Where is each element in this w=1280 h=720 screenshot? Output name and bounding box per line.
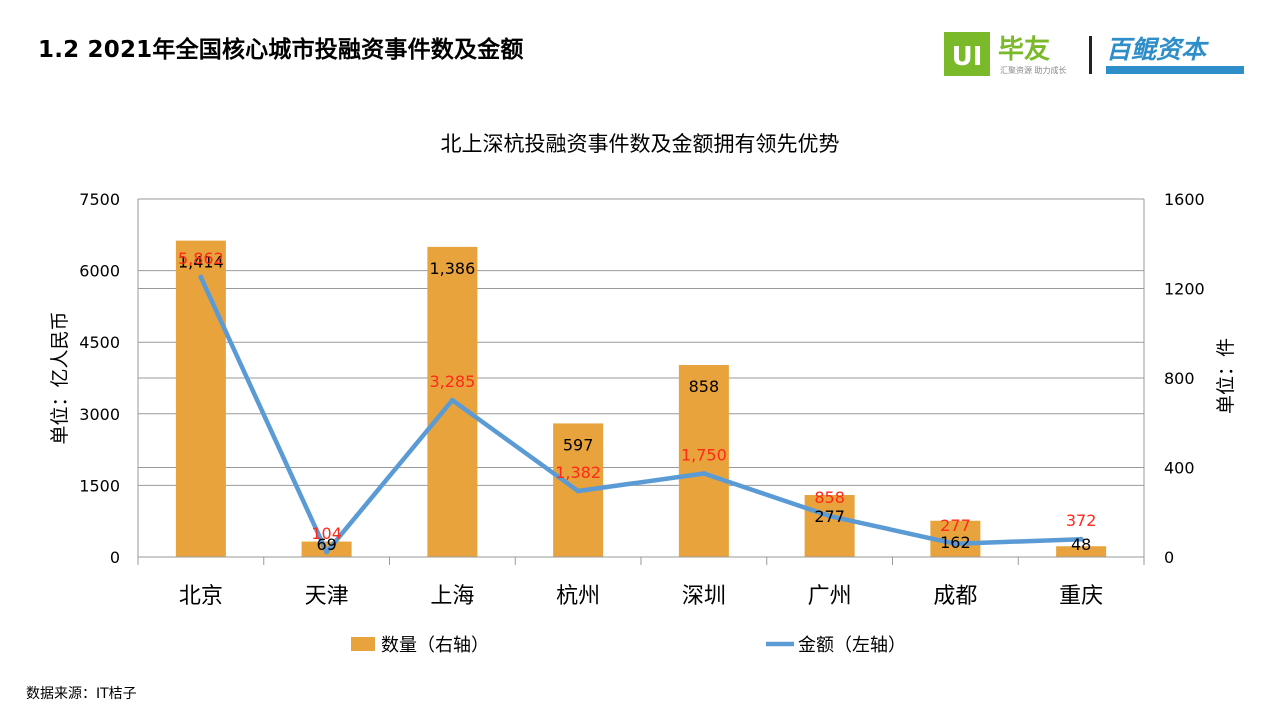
- biyou-logo-mark-text: UI: [952, 42, 983, 72]
- x-category-label: 重庆: [1059, 584, 1103, 609]
- x-category-label: 天津: [305, 584, 349, 609]
- line-data-label: 1,750: [681, 445, 727, 464]
- x-category-label: 广州: [808, 584, 852, 609]
- line-data-label: 277: [940, 516, 971, 535]
- amount-point: [575, 488, 581, 494]
- logo-divider: [1089, 36, 1092, 74]
- bar: [678, 365, 729, 557]
- biyou-logo-tagline: 汇聚资源 助力成长: [1000, 65, 1067, 75]
- biyou-logo-mark-bg: [944, 32, 990, 76]
- line-data-label: 1,382: [555, 463, 601, 482]
- bar: [804, 495, 855, 557]
- amount-point: [952, 541, 958, 547]
- line-data-label: 372: [1066, 511, 1097, 530]
- legend-swatch-bars: [351, 637, 375, 651]
- right-tick-label: 0: [1164, 548, 1174, 567]
- left-tick-label: 3000: [79, 405, 120, 424]
- left-tick-label: 4500: [79, 333, 120, 352]
- line-data-label: 3,285: [429, 372, 475, 391]
- amount-point: [701, 470, 707, 476]
- left-tick-label: 6000: [79, 262, 120, 281]
- x-category-label: 杭州: [556, 584, 600, 609]
- left-tick-label: 7500: [79, 190, 120, 209]
- legend-label-bars: 数量（右轴）: [381, 635, 489, 656]
- bar: [427, 246, 478, 557]
- amount-point: [1078, 536, 1084, 542]
- baikun-logo: 百鲲资本: [1106, 35, 1244, 74]
- left-tick-label: 1500: [79, 476, 120, 495]
- line-data-label: 858: [814, 488, 845, 507]
- logo-group: UI 毕友 汇聚资源 助力成长 百鲲资本: [944, 30, 1254, 80]
- amount-line: [198, 274, 1084, 555]
- bar: [930, 520, 981, 557]
- bar-data-label: 69: [316, 535, 336, 554]
- bar: [301, 541, 352, 557]
- source-note: 数据来源：IT桔子: [26, 686, 137, 702]
- left-tick-label: 0: [110, 548, 120, 567]
- amount-point: [827, 513, 833, 519]
- bar: [1056, 546, 1107, 557]
- bar-data-label: 1,414: [178, 253, 224, 272]
- bar-data-label: 858: [689, 377, 720, 396]
- left-axis-title: 单位：亿人民币: [49, 311, 71, 444]
- right-tick-label: 400: [1164, 459, 1195, 478]
- bar: [553, 423, 604, 557]
- legend-label-line: 金额（左轴）: [798, 635, 906, 656]
- bar-data-label: 162: [940, 533, 971, 552]
- bar-data-label: 1,386: [429, 259, 475, 278]
- amount-point: [449, 397, 455, 403]
- amount-point: [198, 274, 204, 280]
- amount-point: [324, 549, 330, 555]
- line-data-label: 104: [311, 524, 342, 543]
- bar: [175, 240, 226, 557]
- right-axis-title: 单位：件: [1215, 338, 1237, 414]
- x-category-label: 上海: [430, 584, 474, 609]
- bar-data-label: 277: [814, 507, 845, 526]
- bar-data-label: 48: [1071, 535, 1091, 554]
- slide-title: 1.2 2021年全国核心城市投融资事件数及金额: [38, 37, 524, 63]
- baikun-logo-bar: [1106, 66, 1244, 74]
- right-tick-label: 1200: [1164, 280, 1205, 299]
- right-tick-label: 800: [1164, 369, 1195, 388]
- biyou-logo-name: 毕友: [998, 35, 1050, 65]
- line-data-label: 5,862: [178, 249, 224, 268]
- bar-data-label: 597: [563, 435, 594, 454]
- right-tick-label: 1600: [1164, 190, 1205, 209]
- x-category-label: 成都: [933, 584, 977, 609]
- chart-title: 北上深杭投融资事件数及金额拥有领先优势: [440, 132, 840, 156]
- baikun-logo-name: 百鲲资本: [1106, 35, 1209, 64]
- x-category-label: 北京: [179, 584, 223, 609]
- biyou-logo: UI 毕友 汇聚资源 助力成长: [944, 32, 1067, 76]
- x-category-label: 深圳: [682, 584, 726, 609]
